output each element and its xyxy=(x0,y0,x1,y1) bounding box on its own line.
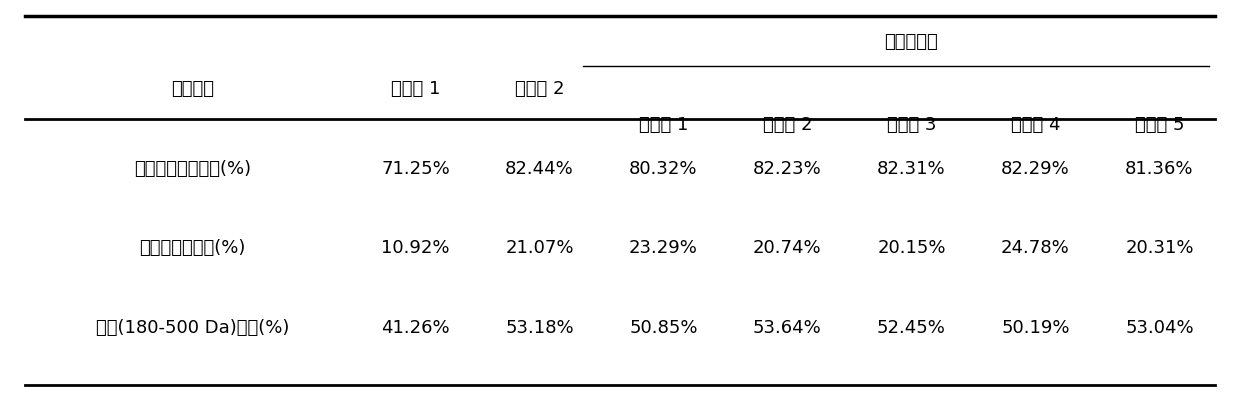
Text: 实施例 5: 实施例 5 xyxy=(1135,116,1184,134)
Text: 蛋白质回收利用率(%): 蛋白质回收利用率(%) xyxy=(134,160,250,178)
Text: 53.04%: 53.04% xyxy=(1125,318,1194,337)
Text: 项目名称: 项目名称 xyxy=(171,80,213,98)
Text: 本发明产品: 本发明产品 xyxy=(884,33,939,51)
Text: 81.36%: 81.36% xyxy=(1125,160,1194,178)
Text: 对照例 1: 对照例 1 xyxy=(391,80,440,98)
Text: 21.07%: 21.07% xyxy=(505,239,574,257)
Text: 50.19%: 50.19% xyxy=(1001,318,1070,337)
Text: 对照例 2: 对照例 2 xyxy=(515,80,564,98)
Text: 游离氨基酸含量(%): 游离氨基酸含量(%) xyxy=(139,239,246,257)
Text: 23.29%: 23.29% xyxy=(629,239,698,257)
Text: 82.31%: 82.31% xyxy=(877,160,946,178)
Text: 71.25%: 71.25% xyxy=(381,160,450,178)
Text: 50.85%: 50.85% xyxy=(629,318,698,337)
Text: 53.18%: 53.18% xyxy=(505,318,574,337)
Text: 53.64%: 53.64% xyxy=(753,318,822,337)
Text: 24.78%: 24.78% xyxy=(1001,239,1070,257)
Text: 52.45%: 52.45% xyxy=(877,318,946,337)
Text: 20.31%: 20.31% xyxy=(1125,239,1194,257)
Text: 20.74%: 20.74% xyxy=(753,239,822,257)
Text: 41.26%: 41.26% xyxy=(381,318,450,337)
Text: 82.23%: 82.23% xyxy=(753,160,822,178)
Text: 实施例 3: 实施例 3 xyxy=(887,116,936,134)
Text: 82.29%: 82.29% xyxy=(1001,160,1070,178)
Text: 实施例 2: 实施例 2 xyxy=(763,116,812,134)
Text: 80.32%: 80.32% xyxy=(629,160,698,178)
Text: 小肽(180-500 Da)含量(%): 小肽(180-500 Da)含量(%) xyxy=(95,318,289,337)
Text: 82.44%: 82.44% xyxy=(505,160,574,178)
Text: 10.92%: 10.92% xyxy=(381,239,450,257)
Text: 实施例 4: 实施例 4 xyxy=(1011,116,1060,134)
Text: 20.15%: 20.15% xyxy=(877,239,946,257)
Text: 实施例 1: 实施例 1 xyxy=(639,116,688,134)
